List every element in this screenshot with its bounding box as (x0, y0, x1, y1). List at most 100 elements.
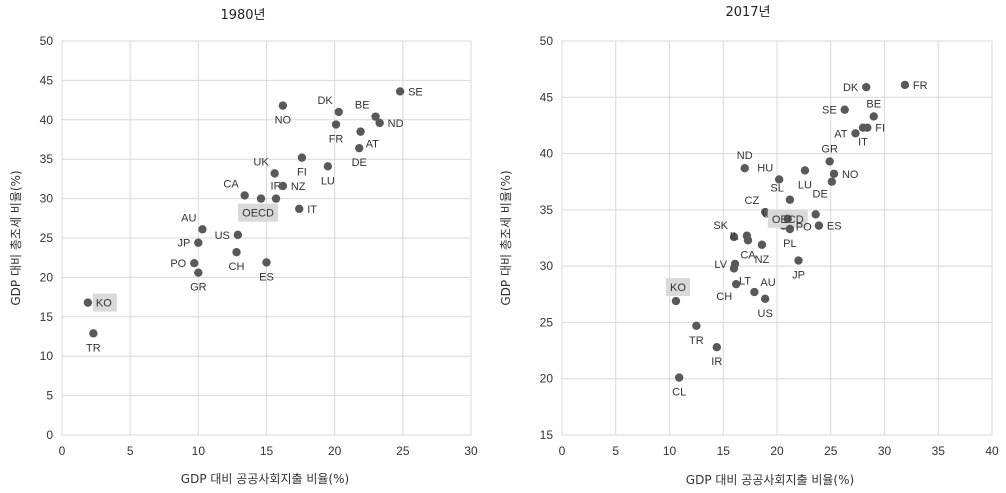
point-label-nz: NZ (755, 254, 770, 266)
x-tick-label: 10 (192, 444, 206, 458)
data-point-de (827, 177, 837, 186)
point-label-fr: FR (329, 134, 344, 146)
point-label-ca: CA (223, 178, 239, 190)
point-label-ir: IR (271, 181, 282, 193)
x-axis-label: GDP 대비 공공사회지출 비율(%) (686, 473, 854, 487)
y-tick-label: 0 (46, 428, 53, 442)
data-point-nz (278, 181, 288, 191)
data-point-nd (740, 164, 749, 173)
point-label-ch: CH (716, 291, 732, 303)
data-point-ir (271, 194, 281, 203)
data-point-ko (83, 298, 93, 307)
x-tick-label: 0 (59, 444, 66, 458)
point-label-us: US (215, 230, 230, 242)
data-point-fi (297, 153, 307, 162)
data-point-gr (825, 157, 834, 166)
data-point-no (278, 101, 288, 110)
x-tick-label: 20 (770, 444, 784, 458)
plot-frame (561, 40, 993, 436)
data-point-ch (232, 247, 241, 257)
data-point-jp (194, 238, 203, 247)
y-tick-label: 25 (40, 231, 54, 245)
data-point-nd (375, 118, 384, 128)
data-point-tr (89, 329, 98, 338)
data-point-es (262, 258, 271, 267)
y-tick-label: 45 (40, 73, 54, 87)
data-point-dk (334, 107, 343, 117)
point-label-lu: LU (321, 175, 335, 187)
data-point-at (851, 129, 860, 138)
chart-2017: 0 5 10 15 20 25 30 35 40 15 20 25 30 35 40 45 50 2017년 GDP… (499, 5, 999, 487)
data-point-lt (729, 264, 739, 273)
x-tick-label: 35 (932, 444, 946, 458)
data-point-ko (671, 296, 681, 306)
data-point-uk (270, 169, 279, 178)
data-point-jp (794, 256, 803, 265)
data-point-se (840, 105, 849, 114)
point-label-de: DE (352, 157, 367, 169)
data-point-hu (774, 175, 784, 184)
data-point-sk (729, 232, 739, 242)
x-tick-label: 15 (260, 444, 274, 458)
point-label-tr: TR (86, 342, 101, 354)
data-point-lu (323, 162, 333, 171)
point-label-jp: JP (177, 238, 190, 250)
highlight-box (92, 293, 117, 312)
data-point-se (395, 87, 405, 96)
x-tick-label: 40 (985, 444, 999, 458)
data-point-it (295, 204, 304, 214)
point-label-dk: DK (317, 95, 333, 107)
point-label-oecd: OECD (242, 208, 274, 220)
data-point-lu (800, 166, 810, 175)
point-label-nd: ND (388, 118, 404, 130)
plot-frame (61, 40, 472, 436)
point-label-jp: JP (792, 270, 805, 282)
data-point-fr (900, 80, 910, 90)
point-label-de: DE (813, 189, 828, 201)
y-tick-label: 30 (40, 192, 54, 206)
data-point-tr (692, 321, 701, 331)
point-label-se: SE (822, 105, 837, 117)
point-label-pl: PL (783, 238, 796, 250)
point-label-uk: UK (253, 156, 269, 168)
data-point-it (858, 123, 868, 132)
x-tick-label: 15 (717, 444, 731, 458)
point-label-il: IL (730, 231, 739, 243)
data-point-us (233, 230, 243, 240)
y-tick-label: 50 (40, 34, 54, 48)
x-tick-label: 5 (127, 444, 134, 458)
point-label-at: AT (366, 139, 380, 151)
x-tick-label: 10 (663, 444, 677, 458)
x-tick-label: 30 (878, 444, 892, 458)
data-point-pl (785, 224, 795, 234)
highlight-box (238, 203, 279, 222)
chart-1980: 0 5 10 15 20 25 30 0 5 10 15 20 25 30 35 40 45 50 1980년 GDP… (9, 8, 478, 486)
y-tick-label: 30 (540, 259, 554, 273)
x-tick-label: 25 (396, 444, 410, 458)
point-label-lv: LV (714, 259, 727, 271)
point-label-ir: IR (711, 356, 722, 368)
data-point-po (811, 210, 820, 219)
y-tick-label: 15 (540, 428, 554, 442)
data-point-es (814, 221, 824, 230)
point-label-cl: CL (672, 387, 686, 399)
y-tick-label: 25 (540, 315, 554, 329)
point-label-po: PO (796, 221, 812, 233)
data-point-ca (240, 191, 249, 200)
data-point-nz (757, 240, 767, 249)
point-label-be: BE (355, 100, 370, 112)
highlight-box (665, 278, 690, 297)
x-axis-label: GDP 대비 공공사회지출 비율(%) (181, 472, 349, 486)
point-label-po: PO (170, 258, 186, 270)
point-label-au: AU (760, 277, 775, 289)
data-point-no (829, 169, 839, 179)
point-label-nd: ND (737, 150, 753, 162)
data-point-be (371, 112, 380, 121)
point-label-se: SE (408, 86, 423, 98)
x-tick-label: 25 (824, 444, 838, 458)
point-label-no: NO (842, 169, 859, 181)
point-label-lu: LU (798, 179, 812, 191)
data-point-au (198, 225, 207, 234)
data-point-ch (731, 279, 741, 289)
